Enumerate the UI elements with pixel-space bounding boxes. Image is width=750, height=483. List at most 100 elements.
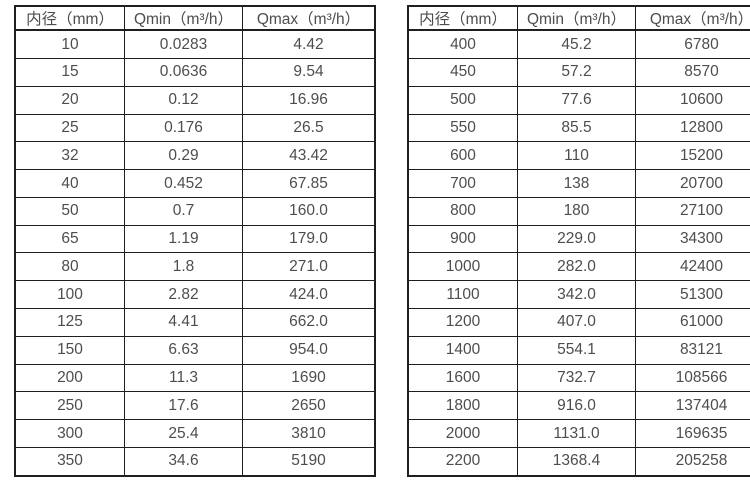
table-row: 300 25.4 3810 [14,419,376,448]
table-cell: 8570 [635,58,750,87]
table-cell: 26.5 [242,113,376,143]
table-cell: 4.41 [124,308,243,337]
table-cell: 2000 [407,419,518,448]
table-cell: 3810 [242,419,376,448]
table-row: 50 0.7 160.0 [14,196,376,226]
header-row: 内径（mm） Qmin（m³/h） Qmax（m³/h） [407,5,750,31]
table-cell: 34300 [635,224,750,254]
table-row: 20 0.12 16.96 [14,85,376,115]
table-cell: 61000 [635,308,750,337]
table-cell: 0.452 [124,169,243,198]
table-cell: 108566 [635,363,750,393]
table-cell: 67.85 [242,169,376,198]
table-row: 450 57.2 8570 [407,58,750,87]
table-cell: 1100 [407,280,518,310]
table-cell: 51300 [635,280,750,310]
table-row: 32 0.29 43.42 [14,141,376,171]
table-cell: 424.0 [242,280,376,310]
table-row: 150 6.63 954.0 [14,335,376,365]
table-row: 100 2.82 424.0 [14,280,376,310]
flow-table-large-diameters: 内径（mm） Qmin（m³/h） Qmax（m³/h） 400 45.2 6780 450… [407,5,750,477]
flow-table-small-diameters: 内径（mm） Qmin（m³/h） Qmax（m³/h） 10 0.0283 4.42 15… [14,5,376,477]
table-cell: 57.2 [517,58,636,87]
table-cell: 916.0 [517,391,636,421]
table-cell: 43.42 [242,141,376,171]
table-cell: 1131.0 [517,419,636,448]
table-row: 350 34.6 5190 [14,446,376,477]
table-cell: 138 [517,169,636,198]
table-cell: 1690 [242,363,376,393]
table-cell: 180 [517,196,636,226]
table-row: 40 0.452 67.85 [14,169,376,198]
table-row: 1800 916.0 137404 [407,391,750,421]
table-cell: 6.63 [124,335,243,365]
table-cell: 0.0636 [124,58,243,87]
table-row: 1200 407.0 61000 [407,308,750,337]
table-row: 10 0.0283 4.42 [14,29,376,59]
header-cell: 内径（mm） [407,5,518,31]
table-row: 550 85.5 12800 [407,113,750,143]
table-cell: 1.8 [124,252,243,282]
table-cell: 350 [14,446,125,477]
table-cell: 450 [407,58,518,87]
table-cell: 16.96 [242,85,376,115]
table-row: 600 110 15200 [407,141,750,171]
table-cell: 0.0283 [124,29,243,59]
table-row: 1600 732.7 108566 [407,363,750,393]
table-cell: 65 [14,224,125,254]
table-cell: 32 [14,141,125,171]
table-cell: 15200 [635,141,750,171]
table-cell: 550 [407,113,518,143]
table-cell: 27100 [635,196,750,226]
header-row: 内径（mm） Qmin（m³/h） Qmax（m³/h） [14,5,376,31]
table-cell: 300 [14,419,125,448]
table-cell: 85.5 [517,113,636,143]
table-row: 400 45.2 6780 [407,29,750,59]
table-cell: 50 [14,196,125,226]
table-cell: 1800 [407,391,518,421]
table-cell: 110 [517,141,636,171]
table-cell: 45.2 [517,29,636,59]
table-cell: 25.4 [124,419,243,448]
table-cell: 282.0 [517,252,636,282]
header-cell: Qmax（m³/h） [635,5,750,31]
table-cell: 554.1 [517,335,636,365]
table-row: 1400 554.1 83121 [407,335,750,365]
table-cell: 77.6 [517,85,636,115]
table-row: 25 0.176 26.5 [14,113,376,143]
table-cell: 1000 [407,252,518,282]
table-cell: 732.7 [517,363,636,393]
table-cell: 179.0 [242,224,376,254]
table-cell: 0.12 [124,85,243,115]
table-cell: 1400 [407,335,518,365]
table-cell: 205258 [635,446,750,477]
table-cell: 10600 [635,85,750,115]
table-cell: 100 [14,280,125,310]
table-row: 700 138 20700 [407,169,750,198]
table-cell: 662.0 [242,308,376,337]
table-cell: 137404 [635,391,750,421]
header-cell: Qmax（m³/h） [242,5,376,31]
table-cell: 150 [14,335,125,365]
table-cell: 40 [14,169,125,198]
table-cell: 12800 [635,113,750,143]
header-cell: Qmin（m³/h） [517,5,636,31]
table-cell: 2.82 [124,280,243,310]
table-cell: 17.6 [124,391,243,421]
table-cell: 4.42 [242,29,376,59]
header-cell: Qmin（m³/h） [124,5,243,31]
table-cell: 0.7 [124,196,243,226]
table-cell: 271.0 [242,252,376,282]
table-row: 125 4.41 662.0 [14,308,376,337]
table-cell: 954.0 [242,335,376,365]
table-cell: 250 [14,391,125,421]
table-cell: 229.0 [517,224,636,254]
table-cell: 0.176 [124,113,243,143]
table-row: 2200 1368.4 205258 [407,446,750,477]
table-row: 80 1.8 271.0 [14,252,376,282]
table-cell: 20700 [635,169,750,198]
table-row: 900 229.0 34300 [407,224,750,254]
table-row: 250 17.6 2650 [14,391,376,421]
table-cell: 407.0 [517,308,636,337]
